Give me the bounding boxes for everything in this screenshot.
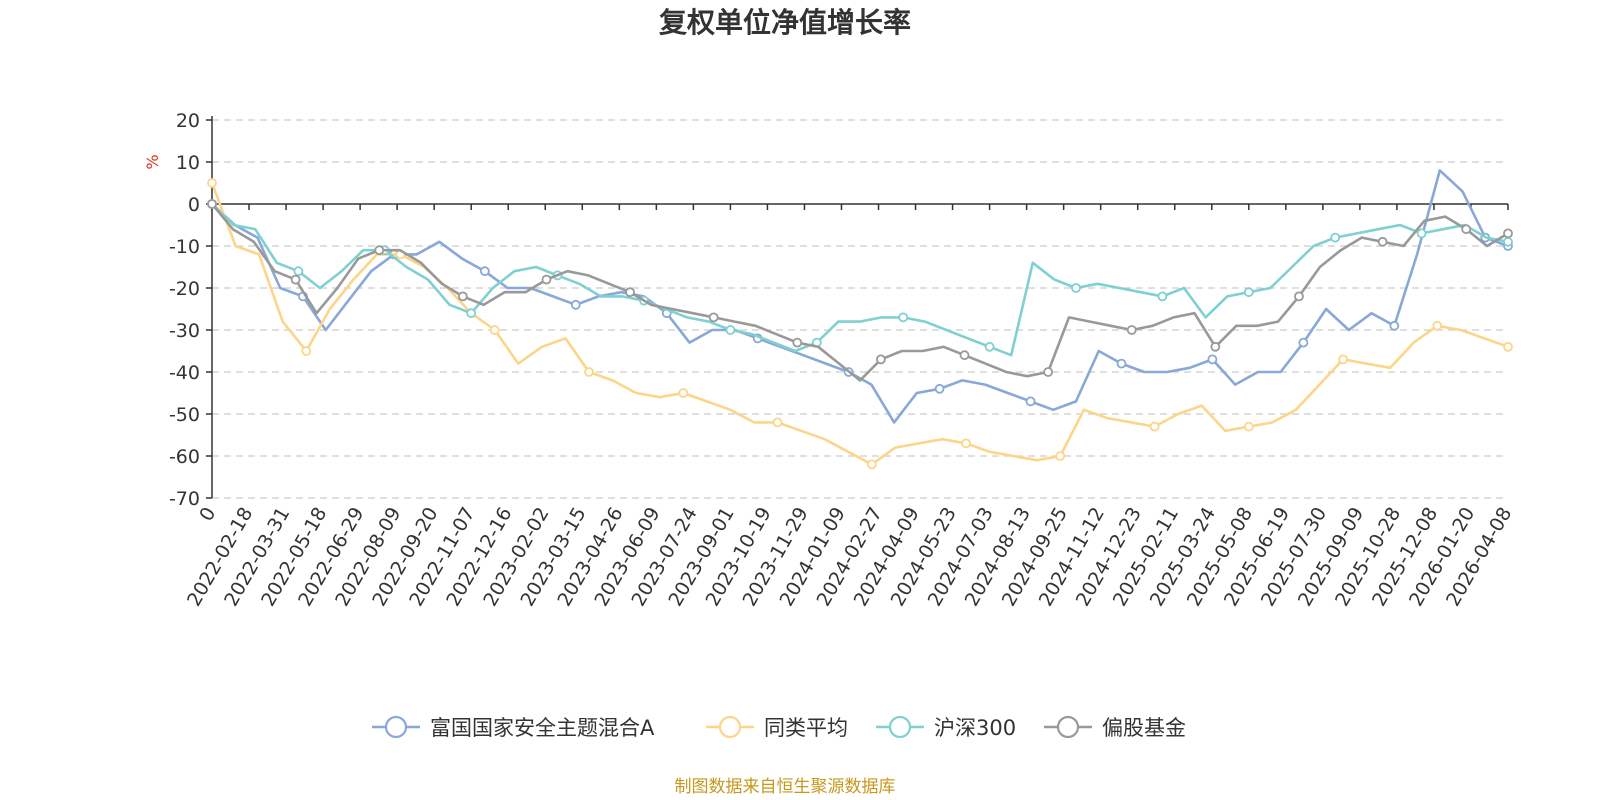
y-tick-label: 20: [176, 110, 200, 132]
series-path: [211, 169, 1509, 424]
series-point: [374, 245, 385, 256]
series-line-3: [207, 199, 1513, 382]
series-point: [293, 266, 304, 277]
series-point: [984, 341, 995, 352]
legend-item-1[interactable]: 同类平均: [706, 715, 848, 740]
series-point: [1503, 341, 1513, 352]
series-point: [876, 354, 886, 365]
legend-marker: [718, 715, 742, 739]
y-tick-label: -30: [169, 320, 200, 342]
legend-item-0[interactable]: 富国国家安全主题混合A: [372, 715, 655, 740]
series-point: [207, 178, 217, 188]
series-point: [207, 199, 217, 209]
legend-marker: [384, 715, 408, 739]
series-point: [1243, 421, 1254, 432]
y-tick-label: -40: [169, 362, 200, 384]
series-point: [479, 266, 490, 277]
series-point: [457, 291, 468, 302]
series-point: [678, 388, 689, 398]
series-point: [625, 287, 635, 298]
series-point: [1243, 287, 1254, 298]
series-path: [211, 203, 1509, 357]
series-point: [1330, 232, 1341, 243]
series-point: [708, 312, 719, 323]
series-point: [466, 308, 477, 319]
series-point: [1126, 325, 1137, 335]
legend-label: 沪深300: [934, 716, 1016, 740]
series-point: [1389, 320, 1400, 331]
series-path: [210, 203, 1509, 382]
legend-label: 同类平均: [764, 716, 848, 740]
series-layer: [207, 169, 1513, 470]
series-point: [1461, 224, 1472, 235]
series-point: [961, 438, 971, 449]
series-point: [1416, 228, 1427, 239]
axis-layer: 20100-10-20-30-40-50-60-7002022-02-18202…: [169, 110, 1516, 610]
series-point: [1207, 354, 1218, 365]
series-point: [1210, 341, 1221, 352]
series-point: [959, 350, 970, 361]
series-point: [1157, 291, 1168, 302]
series-point: [570, 299, 581, 310]
y-tick-label: -70: [169, 488, 200, 510]
series-line-2: [207, 199, 1513, 357]
series-point: [1377, 236, 1388, 247]
legend-label: 富国国家安全主题混合A: [430, 716, 655, 740]
y-axis-unit: %: [143, 154, 162, 169]
series-point: [290, 274, 301, 285]
source-note: 制图数据来自恒生聚源数据库: [675, 777, 896, 797]
series-point: [584, 367, 594, 377]
series-point: [1043, 367, 1054, 377]
series-point: [1503, 228, 1513, 239]
series-point: [1503, 236, 1513, 247]
legend-marker: [1056, 715, 1080, 739]
series-point: [1055, 451, 1066, 461]
series-point: [1071, 283, 1081, 293]
legend-label: 偏股基金: [1102, 716, 1186, 740]
series-point: [792, 337, 803, 348]
x-tick-label: 0: [195, 504, 220, 525]
series-point: [541, 274, 552, 285]
chart-title: 复权单位净值增长率: [659, 6, 911, 39]
series-point: [772, 417, 783, 428]
series-point: [866, 459, 877, 470]
legend: 富国国家安全主题混合A 同类平均 沪深300 偏股基金: [372, 715, 1186, 740]
series-point: [301, 346, 312, 356]
y-tick-label: 0: [188, 194, 200, 216]
y-tick-label: 10: [176, 152, 200, 174]
y-tick-label: -10: [169, 236, 200, 258]
series-point: [725, 325, 736, 335]
series-point: [1432, 320, 1443, 331]
series-point: [1298, 337, 1309, 348]
series-point: [1338, 354, 1348, 365]
legend-item-2[interactable]: 沪深300: [876, 715, 1016, 740]
legend-item-3[interactable]: 偏股基金: [1044, 715, 1186, 740]
y-tick-label: -60: [169, 446, 200, 468]
series-point: [1294, 291, 1304, 302]
series-line-0: [207, 169, 1513, 424]
y-tick-label: -50: [169, 404, 200, 426]
series-point: [1116, 358, 1127, 369]
grid-layer: [212, 119, 1508, 499]
series-point: [1025, 396, 1036, 407]
series-point: [489, 325, 500, 335]
series-path: [210, 182, 1509, 466]
legend-marker: [888, 715, 912, 739]
y-tick-label: -20: [169, 278, 200, 300]
series-point: [934, 383, 945, 394]
series-point: [1149, 421, 1160, 432]
series-point: [898, 312, 909, 323]
